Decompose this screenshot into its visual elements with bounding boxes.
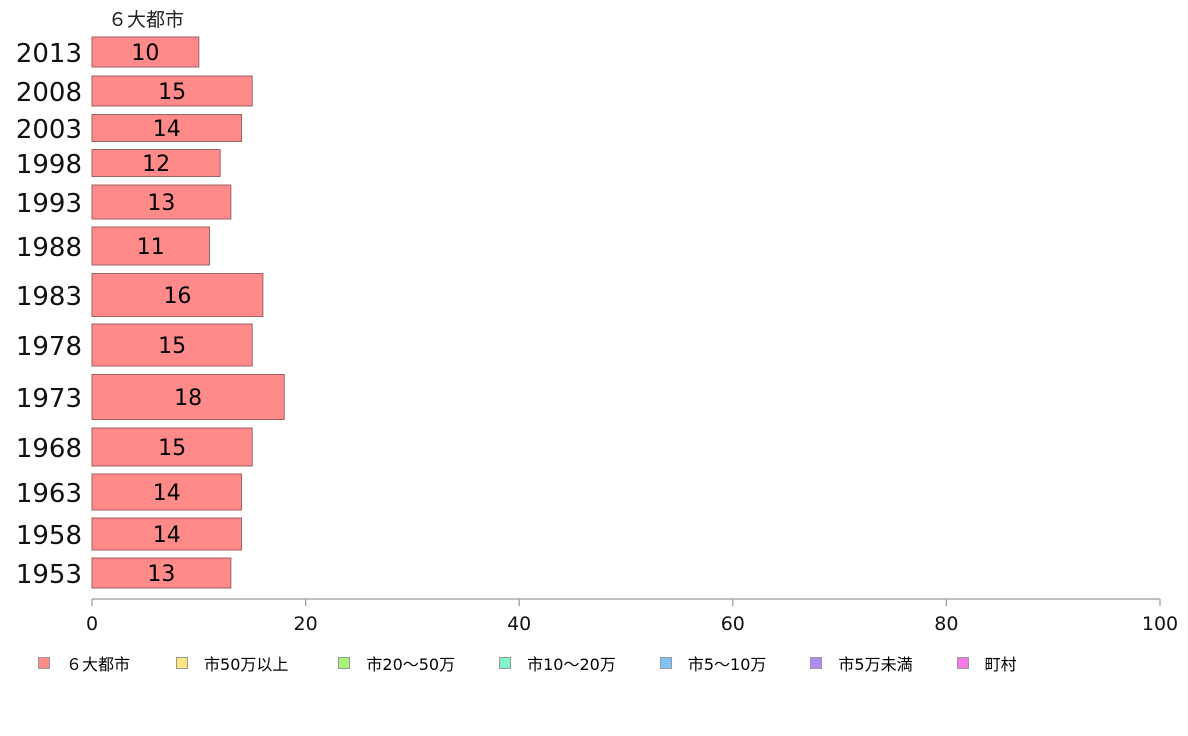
legend-item: 市50万以上 [176,651,288,675]
x-tick-label: 60 [721,613,745,635]
bar-value-label: 11 [137,235,165,260]
legend-label: ６大都市 [66,655,131,674]
legend-item: 市10～20万 [499,651,616,675]
y-tick-label: 2008 [16,78,82,108]
legend-label: 市20～50万 [366,655,456,674]
y-tick-label: 1978 [16,332,82,362]
legend-item: 市5～10万 [659,651,767,675]
bar [91,273,264,317]
legend-item: ６大都市 [38,651,130,675]
bar-value-label: 14 [153,481,181,506]
legend-swatch [956,657,969,669]
y-tick-label: 1983 [16,282,82,312]
y-tick-label: 1968 [16,434,82,464]
bar [91,427,253,467]
bar [91,557,232,589]
legend-label: 市5万未満 [838,655,913,674]
bar-value-label: 13 [147,562,175,587]
legend-item: 市20～50万 [338,651,455,675]
segment-header-label: ６大都市 [108,9,184,31]
bar-value-label: 15 [158,334,186,359]
bar [91,473,243,511]
y-tick-label: 1953 [16,560,82,590]
bar [91,36,200,68]
legend-swatch [338,657,351,669]
legend-swatch [810,657,823,669]
legend-label: 町村 [984,655,1017,674]
bar-value-label: 10 [131,41,159,66]
bar [91,517,243,551]
legend-label: 市50万以上 [204,655,289,674]
legend-item: 町村 [956,651,1017,675]
bar [91,323,253,367]
x-tick-label: 0 [86,613,98,635]
bar-value-label: 18 [174,386,202,411]
bar [91,374,285,420]
bar-value-label: 12 [142,152,170,177]
bar [91,75,253,107]
y-tick-label: 2013 [16,39,82,69]
y-tick-label: 1993 [16,189,82,219]
bar-value-label: 15 [158,80,186,105]
legend-label: 市5～10万 [687,655,767,674]
y-tick-label: 2003 [16,115,82,145]
bar [91,184,232,220]
x-tick-label: 40 [507,613,531,635]
legend-swatch [38,657,50,669]
bar [91,114,243,142]
y-tick-label: 1958 [16,521,82,551]
bar [91,226,210,266]
y-tick-label: 1998 [16,150,82,180]
legend-swatch [499,657,512,669]
y-tick-label: 1973 [16,384,82,414]
bar-value-label: 16 [163,284,191,309]
legend: ６大都市 市50万以上 市20～50万 市10～20万 市5～10万 市5万未満 町村 [38,651,1017,675]
bar-value-label: 15 [158,436,186,461]
legend-swatch [659,657,672,669]
y-tick-label: 1988 [16,233,82,263]
bar-value-label: 13 [147,191,175,216]
legend-label: 市10～20万 [527,655,616,674]
x-tick-label: 80 [934,613,958,635]
bar-value-label: 14 [153,117,181,142]
bar-value-label: 14 [153,523,181,548]
x-tick-label: 100 [1142,613,1178,635]
legend-swatch [176,657,189,669]
bar [91,149,221,177]
y-tick-label: 1963 [16,479,82,509]
x-tick-label: 20 [294,613,318,635]
legend-item: 市5万未満 [810,651,913,675]
